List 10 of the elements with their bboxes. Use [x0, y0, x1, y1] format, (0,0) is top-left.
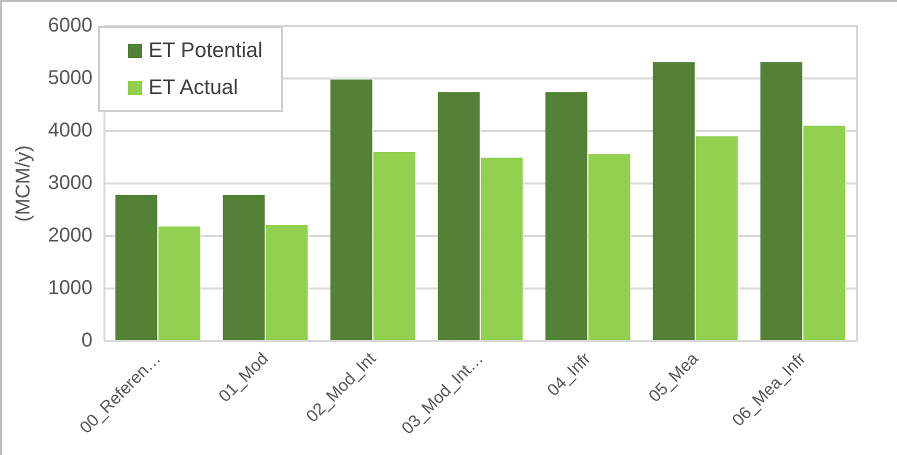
y-axis-title: (MCM/y): [12, 145, 35, 222]
y-tick-label: 6000: [48, 14, 92, 37]
y-tick-label: 5000: [48, 67, 92, 90]
y-tick-label: 1000: [48, 277, 92, 300]
y-tick-label: 0: [81, 330, 92, 352]
y-tick-label: 4000: [48, 120, 92, 142]
legend-label: ET Actual: [148, 76, 238, 100]
y-tick-label: 3000: [48, 172, 92, 194]
y-tick-label: 2000: [48, 224, 92, 247]
legend-label: ET Potential: [148, 38, 262, 62]
